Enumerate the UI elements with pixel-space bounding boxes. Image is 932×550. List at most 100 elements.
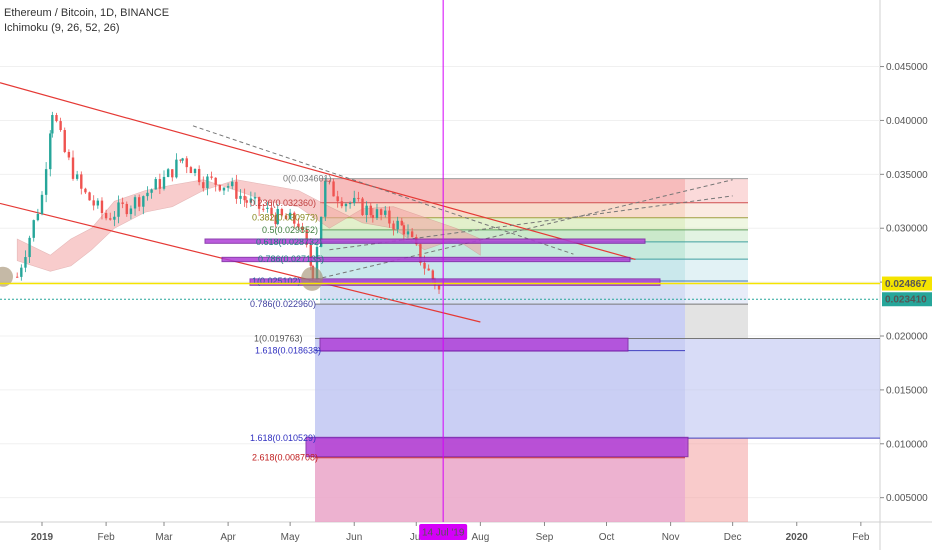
candle-body [284, 215, 288, 220]
candle-body [309, 244, 313, 266]
fib-zone-blue-ext [685, 338, 880, 439]
candle-body [301, 227, 304, 230]
candle-body [197, 168, 201, 183]
candle-body [375, 209, 379, 218]
candle-body [185, 158, 188, 168]
candle-body [162, 176, 166, 189]
candle-body [202, 182, 205, 189]
low-marker-circle [0, 266, 13, 287]
x-tick-label: 2019 [31, 532, 54, 543]
candle-body [24, 257, 27, 268]
x-tick-label: Mar [155, 532, 173, 543]
y-tick-label: 0.040000 [886, 116, 928, 127]
candle-body [15, 276, 19, 278]
candle-body [100, 200, 104, 214]
x-tick-label: Dec [724, 532, 742, 543]
candle-body [437, 285, 441, 290]
candle-body [121, 202, 124, 204]
candle-body [324, 180, 327, 217]
fib-zone-extension [685, 241, 748, 260]
candle-body [400, 220, 403, 226]
candle-body [113, 216, 116, 220]
level-badge-label: 0.024867 [885, 279, 927, 290]
fib-zone [320, 178, 685, 203]
candle-body [109, 218, 112, 220]
cursor-date-badge [419, 524, 468, 540]
dashed-rising-line-2 [329, 195, 733, 251]
y-axis[interactable]: 0.0450000.0400000.0350000.0300000.025000… [880, 62, 932, 504]
candle-body [353, 197, 356, 204]
x-axis[interactable]: 2019 Feb Mar Apr May Jun Jul Aug Sep Oct Nov Dec 202… [31, 522, 870, 543]
highlight-boxes[interactable] [0, 238, 689, 458]
candle-body [71, 157, 75, 179]
fib-zone-extension [685, 229, 748, 242]
candle-body [137, 197, 141, 207]
fib-zone [320, 241, 685, 260]
candle-body [32, 220, 35, 238]
candle-body [51, 115, 54, 134]
y-tick-label: 0.015000 [886, 385, 928, 396]
candle-body [142, 196, 145, 207]
fib-level-label: 0.5(0.029852) [262, 225, 318, 235]
candle-body [328, 180, 331, 182]
candle-body [218, 184, 222, 191]
candle-body [226, 186, 230, 188]
fib-level-label: 0.236(0.032360) [250, 198, 316, 208]
candle-body [276, 208, 279, 225]
candle-body [129, 208, 133, 215]
candle-body [214, 177, 217, 185]
fib-level-label: 1(0.025102) [252, 276, 301, 286]
candle-body [262, 208, 265, 210]
candle-body [340, 201, 344, 207]
level-badge [882, 276, 932, 291]
fib-level-label: 0.786(0.022960) [250, 299, 316, 309]
last-price-badge [882, 292, 932, 307]
candle-body [384, 210, 387, 215]
candle-body [419, 244, 422, 263]
x-tick-label: Jun [346, 532, 362, 543]
dashed-trend-line [192, 125, 574, 255]
candle-body [357, 197, 360, 199]
fib-zone-grey [685, 304, 748, 339]
candle-body [206, 176, 209, 189]
candle-body [222, 187, 226, 191]
candle-body [348, 203, 352, 205]
x-tick-label: Jul [410, 532, 423, 543]
candle-body [210, 176, 213, 178]
fib-level-label: 1(0.019763) [254, 334, 303, 344]
candle-body [365, 205, 368, 216]
highlight-box [305, 436, 689, 458]
candle-body [235, 181, 238, 199]
candle-body [117, 202, 120, 217]
candle-body [36, 213, 40, 221]
x-tick-label: 2020 [786, 532, 809, 543]
fib-zone-extension [685, 217, 748, 230]
highlight-box [204, 238, 646, 244]
fib-zone-extension [685, 178, 748, 203]
y-tick-label: 0.010000 [886, 439, 928, 450]
candle-body [293, 212, 296, 224]
candle-body [410, 231, 414, 238]
candle-body [154, 179, 157, 190]
candle-body [427, 268, 430, 271]
candle-body [28, 237, 31, 258]
candle-body [59, 121, 62, 131]
candle-body [270, 207, 273, 216]
candle-body [193, 168, 197, 174]
candle-body [392, 223, 395, 230]
candle-body [146, 192, 149, 197]
candle-body [179, 159, 182, 161]
candle-body [319, 216, 323, 247]
candle-body [189, 167, 193, 174]
candle-body [158, 179, 162, 189]
dashed-rising-line [308, 179, 733, 282]
x-tick-label: Aug [471, 532, 489, 543]
candle-body [249, 198, 253, 203]
x-tick-label: May [281, 532, 300, 543]
candle-body [344, 203, 348, 207]
candle-body [92, 200, 95, 206]
y-tick-label: 0.020000 [886, 332, 928, 343]
candle-body [96, 200, 100, 206]
candle-body [88, 192, 91, 201]
